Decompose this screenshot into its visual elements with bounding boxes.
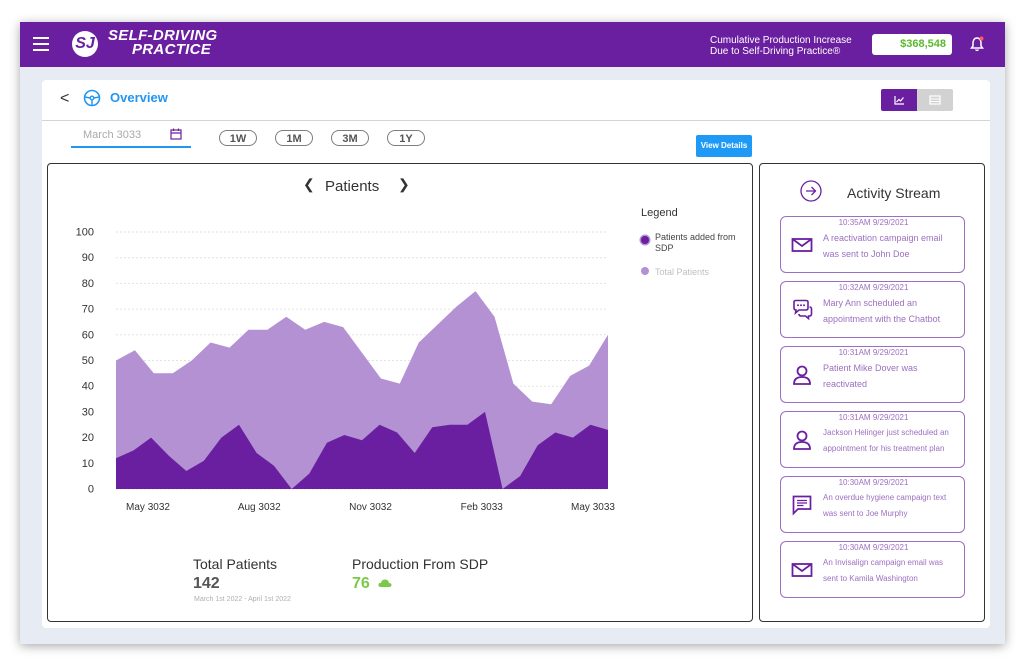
chat-icon: [793, 299, 813, 321]
legend-dot-sdp: [641, 236, 649, 244]
activity-item[interactable]: 10:31AM 9/29/2021 Patient Mike Dover was…: [780, 346, 965, 403]
chart-next-button[interactable]: ❯: [398, 176, 410, 192]
production-label-line-1: Cumulative Production Increase: [710, 35, 852, 46]
activity-text: An overdue hygiene campaign text was sen…: [823, 493, 947, 518]
activity-text: Jackson Helinger just scheduled an appoi…: [823, 428, 949, 453]
line-chart-icon: [894, 96, 904, 105]
total-patients-date-range: March 1st 2022 - April 1st 2022: [194, 596, 291, 603]
legend-item-total[interactable]: Total Patients: [641, 267, 751, 277]
activity-item[interactable]: 10:30AM 9/29/2021 An Invisalign campaign…: [780, 541, 965, 598]
x-tick-label: Feb 3033: [461, 502, 504, 513]
activity-time: 10:32AM 9/29/2021: [838, 283, 909, 292]
production-increase-value: $368,548: [872, 34, 952, 55]
x-tick-label: May 3033: [571, 502, 615, 513]
range-1m-button[interactable]: 1M: [275, 130, 313, 146]
activity-item[interactable]: 10:30AM 9/29/2021 An overdue hygiene cam…: [780, 476, 965, 533]
x-tick-label: Nov 3032: [349, 502, 392, 513]
x-tick-label: May 3032: [126, 502, 170, 513]
y-tick-label: 10: [82, 458, 94, 470]
activity-text: Mary Ann scheduled an appointment with t…: [823, 298, 941, 324]
app-window: SJ SELF-DRIVING PRACTICE Cumulative Prod…: [20, 22, 1005, 644]
date-picker-input[interactable]: March 3033: [83, 129, 142, 141]
activity-item[interactable]: 10:31AM 9/29/2021 Jackson Helinger just …: [780, 411, 965, 468]
production-sdp-value: 76: [352, 575, 370, 592]
activity-item[interactable]: 10:35AM 9/29/2021 A reactivation campaig…: [780, 216, 965, 273]
y-tick-label: 20: [82, 432, 94, 444]
calendar-icon[interactable]: [170, 128, 182, 140]
activity-time: 10:31AM 9/29/2021: [838, 348, 909, 357]
y-tick-label: 60: [82, 329, 94, 341]
activity-time: 10:35AM 9/29/2021: [838, 218, 909, 227]
area-patients-from-sdp: [116, 411, 608, 489]
activity-text: An Invisalign campaign email was sent to…: [823, 558, 944, 583]
activity-stream-title: Activity Stream: [847, 185, 941, 201]
chart-card: ❮ Patients ❯ 0 10 20 30 40 50 60 70 80 90 100 May 3…: [47, 163, 753, 622]
production-increase-label: Cumulative Production Increase Due to Se…: [710, 35, 860, 57]
user-icon: [793, 430, 811, 450]
y-tick-label: 70: [82, 304, 94, 316]
total-patients-value: 142: [193, 575, 220, 592]
y-tick-label: 90: [82, 252, 94, 264]
y-tick-label: 80: [82, 278, 94, 290]
activity-time: 10:30AM 9/29/2021: [838, 478, 909, 487]
y-tick-label: 50: [82, 355, 94, 367]
main-panel: < Overview March 3033: [42, 80, 990, 628]
view-details-button[interactable]: View Details: [696, 135, 752, 157]
activity-item[interactable]: 10:32AM 9/29/2021 Mary Ann scheduled an …: [780, 281, 965, 338]
x-tick-label: Aug 3032: [238, 502, 281, 513]
top-bar: SJ SELF-DRIVING PRACTICE Cumulative Prod…: [20, 22, 1005, 67]
logo-mark: SJ: [72, 31, 98, 57]
activity-text: A reactivation campaign email was sent t…: [823, 233, 943, 259]
activity-text: Patient Mike Dover was reactivated: [823, 363, 918, 389]
range-1y-button[interactable]: 1Y: [387, 130, 425, 146]
logo-line-2: PRACTICE: [132, 41, 212, 58]
legend-title: Legend: [641, 207, 678, 219]
arrow-circle-right-icon[interactable]: [800, 180, 822, 202]
activity-stream-card: Activity Stream 10:35AM 9/29/2021 A reac…: [759, 163, 985, 622]
y-tick-label: 30: [82, 406, 94, 418]
activity-time: 10:30AM 9/29/2021: [838, 543, 909, 552]
chart-view-button[interactable]: [881, 89, 917, 111]
message-icon: [792, 495, 812, 516]
production-label-line-2: Due to Self-Driving Practice®: [710, 46, 841, 57]
mail-icon: [791, 238, 813, 252]
page-title: Overview: [110, 90, 168, 105]
y-tick-label: 100: [76, 227, 94, 239]
steering-wheel-icon: [83, 89, 101, 107]
user-icon: [793, 365, 811, 385]
production-sdp-label: Production From SDP: [352, 556, 489, 572]
patients-area-chart: 0 10 20 30 40 50 60 70 80 90 100 May 3032 Aug 3032 No…: [76, 227, 616, 514]
range-3m-button[interactable]: 3M: [331, 130, 369, 146]
logo-text: SELF-DRIVING PRACTICE: [108, 27, 218, 58]
cloud-up-icon: [378, 579, 392, 587]
legend-label-total: Total Patients: [655, 267, 710, 277]
legend-dot-total: [641, 267, 649, 275]
legend-label-sdp: Patients added from SDP: [655, 232, 736, 253]
chart-prev-button[interactable]: ❮: [303, 176, 315, 192]
activity-time: 10:31AM 9/29/2021: [838, 413, 909, 422]
range-1w-button[interactable]: 1W: [219, 130, 257, 146]
chart-title: Patients: [325, 178, 380, 195]
header-divider: [42, 120, 990, 121]
total-patients-label: Total Patients: [193, 556, 278, 572]
menu-icon[interactable]: [33, 37, 49, 51]
back-button[interactable]: <: [60, 90, 70, 107]
view-toggle: [881, 89, 953, 111]
table-view-button[interactable]: [917, 89, 953, 111]
table-icon: [929, 95, 941, 105]
bell-icon[interactable]: [970, 36, 984, 52]
date-picker-underline: [71, 146, 191, 148]
legend-item-sdp[interactable]: Patients added from SDP: [641, 232, 751, 254]
y-tick-label: 40: [82, 381, 94, 393]
logo-line-1: SELF-DRIVING: [108, 27, 218, 44]
y-tick-label: 0: [88, 484, 94, 496]
mail-icon: [791, 563, 813, 577]
